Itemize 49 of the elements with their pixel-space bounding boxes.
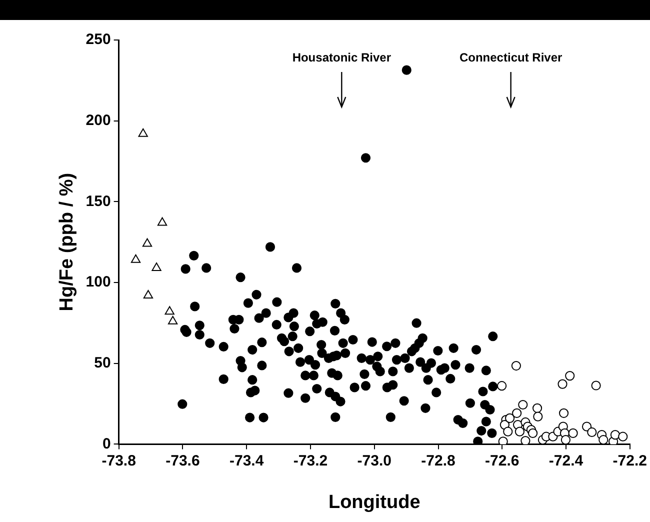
point	[142, 238, 152, 247]
point	[598, 435, 608, 444]
point	[511, 360, 521, 371]
annotation: Connecticut River	[459, 50, 562, 64]
point	[143, 290, 154, 298]
x-tick-label: -73.4	[229, 452, 264, 470]
point	[591, 380, 601, 390]
x-tick-label: -73.0	[357, 452, 392, 470]
point	[168, 316, 178, 324]
point	[498, 436, 508, 444]
point	[618, 432, 628, 442]
point	[587, 427, 597, 438]
x-tick-label: -72.6	[485, 452, 520, 470]
y-tick-label: 250	[86, 31, 111, 48]
point	[558, 408, 569, 418]
y-tick-label: 100	[86, 274, 111, 291]
point	[514, 426, 525, 436]
point	[610, 430, 620, 440]
point	[497, 381, 507, 391]
point	[512, 408, 522, 418]
point	[532, 403, 542, 413]
point	[152, 262, 162, 271]
point	[505, 413, 515, 423]
point	[560, 435, 570, 444]
point	[565, 371, 575, 381]
point	[138, 128, 148, 137]
y-tick-label: 200	[86, 112, 111, 129]
y-tick-label: 50	[94, 354, 111, 372]
point	[130, 254, 141, 263]
x-tick-label: -72.8	[421, 452, 456, 470]
x-tick-label: -72.4	[548, 452, 584, 470]
y-axis-title: Hg/Fe (ppb / %)	[56, 172, 78, 312]
x-tick-label: -72.2	[612, 452, 648, 470]
annotation: Housatonic River	[292, 50, 392, 64]
point	[157, 217, 168, 226]
y-tick-label: 150	[86, 192, 111, 210]
x-tick-label: -73.8	[102, 452, 136, 470]
point	[503, 426, 513, 436]
point	[520, 436, 530, 444]
y-tick-label: 0	[102, 435, 111, 452]
point	[533, 412, 543, 422]
x-tick-label: -73.2	[293, 452, 328, 470]
point	[568, 428, 578, 438]
point	[558, 379, 568, 389]
x-axis-title: Longitude	[328, 492, 420, 513]
point	[528, 428, 538, 438]
x-tick-label: -73.6	[166, 452, 200, 470]
point	[164, 306, 174, 315]
point	[518, 400, 528, 410]
